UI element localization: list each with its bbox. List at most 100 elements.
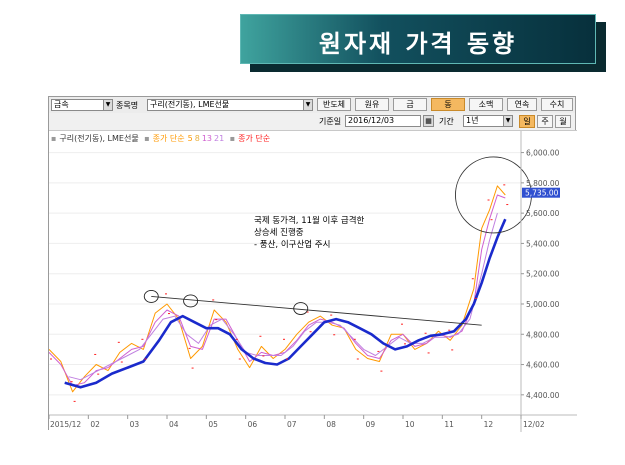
item-select-value: 구리(전기동), LME선물 (150, 100, 230, 109)
highlight-ellipse (183, 294, 199, 308)
x-tick-label: 02 (90, 420, 100, 429)
y-tick-label: 5,000.00 (526, 300, 560, 309)
price-dot (380, 370, 383, 372)
legend-ma-13: 13 (201, 134, 213, 143)
highlight-circle (455, 156, 532, 234)
commodity-button-gold[interactable]: 금 (393, 98, 427, 111)
y-tick-label: 5,800.00 (526, 179, 560, 188)
base-date-input[interactable]: 2016/12/03 (345, 115, 421, 127)
price-dot (377, 350, 380, 352)
price-dot (191, 367, 194, 369)
legend-bullet-icon: ▪ (144, 134, 150, 143)
chart-legend: ▪ 구리(전기동), LME선물 ▪ 종가 단순 5 8 13 21 ▪ 종가 단순 (51, 133, 273, 144)
x-tick-label: 09 (366, 420, 376, 429)
price-dot (70, 381, 73, 383)
price-dot (286, 358, 288, 360)
x-tick-label: 07 (287, 420, 297, 429)
series-line-ma21 (68, 212, 498, 381)
price-dot (448, 329, 451, 331)
price-dot (506, 204, 509, 206)
title-banner: 원자재 가격 동향 (240, 14, 596, 64)
y-tick-label: 6,000.00 (526, 149, 560, 158)
x-tick-label: 10 (405, 420, 415, 429)
highlight-ellipse (143, 289, 159, 303)
price-dot (238, 358, 241, 360)
price-dot (262, 355, 265, 357)
price-dot (50, 358, 52, 360)
price-dot (306, 311, 309, 313)
x-tick-label: 03 (130, 420, 140, 429)
commodity-button-wheat[interactable]: 소맥 (469, 98, 503, 111)
legend-ma2-label: 종가 단순 (238, 134, 271, 143)
x-tick-label: 04 (169, 420, 179, 429)
item-select[interactable]: 구리(전기동), LME선물 ▼ (147, 99, 313, 111)
toolbar-row-1: 금속 ▼ 종목명 구리(전기동), LME선물 ▼ 반도체 원유 금 동 소맥 … (49, 97, 575, 113)
axis-layer: 4,400.00 4,600.00 4,800.00 5,000.00 5,200.00… (49, 131, 577, 432)
x-tick-label: 05 (208, 420, 218, 429)
price-dot (333, 334, 336, 336)
annotation-line-3: - 풍산, 이구산업 주시 (254, 239, 330, 250)
y-tick-label: 4,400.00 (526, 391, 560, 400)
price-dot (188, 347, 191, 349)
unit-button-month[interactable]: 월 (555, 115, 571, 128)
grid-layer (49, 152, 521, 396)
price-dot (212, 299, 215, 301)
series-line-trend (64, 218, 507, 389)
price-dot (356, 358, 359, 360)
price-chart: 4,400.00 4,600.00 4,800.00 5,000.00 5,200.00… (49, 131, 577, 432)
resistance-line (151, 295, 482, 326)
period-select-value: 1년 (466, 116, 479, 125)
commodity-button-semiconductor[interactable]: 반도체 (317, 98, 351, 111)
overlay-layer (143, 156, 532, 326)
price-dot (401, 323, 403, 325)
x-tick-label: 12 (484, 420, 494, 429)
price-dot (490, 219, 493, 221)
toolbar-row-2: 기준일 2016/12/03 ▦ 기간 1년 ▼ 일 주 월 (49, 114, 575, 129)
x-tick-label: 08 (326, 420, 336, 429)
period-label: 기간 (439, 117, 454, 126)
price-dot (487, 199, 490, 201)
highlight-ellipse (293, 302, 309, 315)
chart-area: ▪ 구리(전기동), LME선물 ▪ 종가 단순 5 8 13 21 ▪ 종가 단순 4,40… (49, 130, 577, 432)
numeric-button[interactable]: 수치 (541, 98, 573, 111)
annotation-line-1: 국제 동가격, 11월 이후 급격한 (254, 215, 365, 226)
price-dot (117, 341, 120, 343)
item-label: 종목명 (116, 101, 139, 110)
unit-button-day[interactable]: 일 (519, 115, 535, 128)
chevron-down-icon[interactable]: ▼ (103, 100, 112, 110)
calendar-icon[interactable]: ▦ (423, 115, 434, 127)
chevron-down-icon[interactable]: ▼ (303, 100, 312, 110)
price-dot (471, 278, 474, 280)
y-tick-label: 5,400.00 (526, 239, 560, 248)
base-date-label: 기준일 (319, 117, 342, 126)
x-tick-label: 06 (248, 420, 258, 429)
commodity-button-oil[interactable]: 원유 (355, 98, 389, 111)
price-dot (141, 338, 144, 340)
y-tick-label: 5,200.00 (526, 270, 560, 279)
chart-application-panel: 금속 ▼ 종목명 구리(전기동), LME선물 ▼ 반도체 원유 금 동 소맥 … (48, 96, 577, 432)
unit-button-week[interactable]: 주 (537, 115, 553, 128)
page-title: 원자재 가격 동향 (318, 30, 518, 58)
price-dot (259, 335, 262, 337)
price-dot (235, 338, 238, 340)
price-dot (503, 184, 506, 186)
y-tick-label: 4,600.00 (526, 361, 560, 370)
price-dot (330, 314, 333, 316)
legend-ma-21: 21 (214, 134, 225, 143)
category-select[interactable]: 금속 ▼ (51, 99, 113, 111)
commodity-button-copper[interactable]: 동 (431, 98, 465, 111)
price-dot (353, 338, 356, 340)
price-dot (168, 313, 170, 315)
price-dot (424, 332, 427, 334)
price-dot (404, 343, 406, 345)
price-dot (427, 352, 430, 354)
x-tick-label: 2015/12 (50, 420, 81, 429)
chevron-down-icon[interactable]: ▼ (503, 116, 512, 126)
continuous-button[interactable]: 연속 (507, 98, 537, 111)
period-select[interactable]: 1년 ▼ (463, 115, 513, 127)
price-dot (165, 293, 167, 295)
legend-ma-8: 8 (194, 134, 200, 143)
price-dot (309, 331, 312, 333)
last-price-label: 5,735.00 (525, 189, 559, 198)
legend-series-name: 구리(전기동), LME선물 (59, 134, 139, 143)
